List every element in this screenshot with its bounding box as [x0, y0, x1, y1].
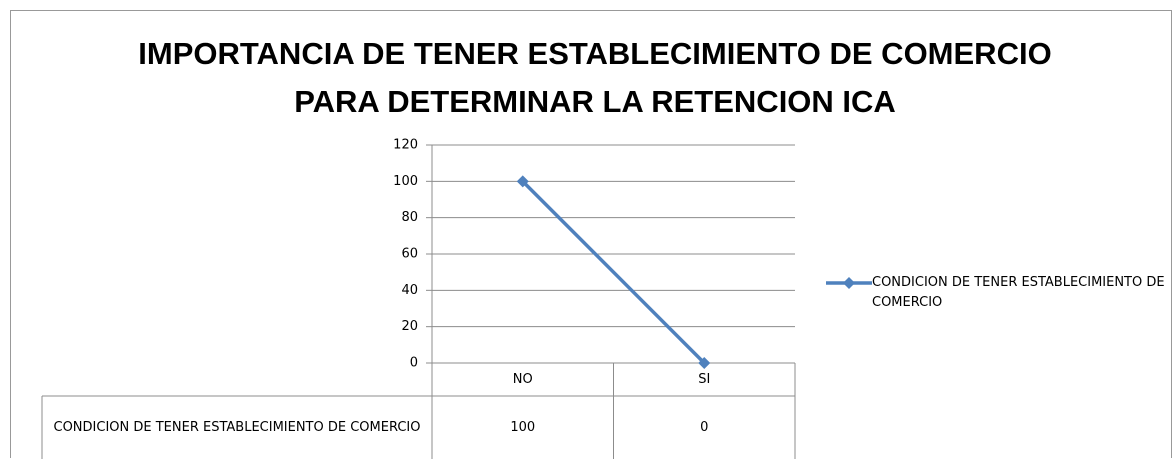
y-tick-label: 100	[393, 174, 418, 189]
y-tick-label: 60	[401, 247, 418, 262]
y-tick-label: 40	[401, 283, 418, 298]
legend-label: CONDICION DE TENER ESTABLECIMIENTO DE CO…	[872, 275, 1165, 310]
x-tick-label: SI	[698, 371, 711, 387]
y-tick-label: 0	[410, 356, 418, 371]
y-tick-label: 80	[401, 210, 418, 225]
marker	[698, 357, 711, 369]
x-tick-label: NO	[512, 371, 533, 387]
chart-title: IMPORTANCIA DE TENER ESTABLECIMIENTO DE …	[138, 36, 1052, 119]
series-line	[521, 180, 706, 365]
table-row-header: CONDICION DE TENER ESTABLECIMIENTO DE CO…	[53, 419, 421, 435]
y-tick-label: 120	[393, 138, 418, 153]
table-value: 100	[510, 419, 536, 435]
table-value: 0	[700, 419, 709, 435]
marker	[516, 175, 529, 188]
y-tick-label: 20	[401, 319, 418, 334]
chart-frame	[10, 10, 1172, 458]
legend-marker	[843, 277, 855, 289]
